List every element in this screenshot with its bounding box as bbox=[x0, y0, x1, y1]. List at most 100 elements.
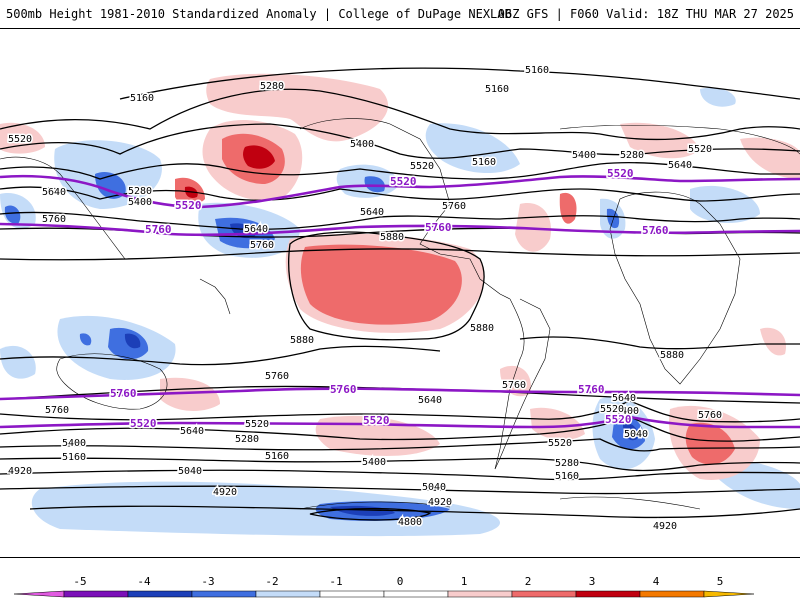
colorbar-low-arrow bbox=[13, 590, 65, 598]
highlight-label: 5760 bbox=[425, 221, 452, 234]
map-title: 500mb Height 1981-2010 Standardized Anom… bbox=[6, 7, 512, 21]
contour-label: 4920 bbox=[653, 521, 677, 532]
highlight-label: 5520 bbox=[605, 413, 632, 426]
highlight-label: 5520 bbox=[390, 175, 417, 188]
highlight-label: 5520 bbox=[607, 167, 634, 180]
highlight-label: 5760 bbox=[642, 224, 669, 237]
contour-label: 5160 bbox=[265, 451, 289, 462]
colorbar-tick-label: 0 bbox=[397, 575, 404, 588]
colorbar-tick-label: 4 bbox=[653, 575, 660, 588]
colorbar-swatches bbox=[13, 590, 755, 598]
contour-label: 5160 bbox=[130, 93, 154, 104]
colorbar-tick-label: 5 bbox=[717, 575, 724, 588]
colorbar-swatch bbox=[511, 590, 577, 598]
highlight-label: 5520 bbox=[130, 417, 157, 430]
contour-label: 5760 bbox=[698, 410, 722, 421]
colorbar-swatch bbox=[639, 590, 705, 598]
contour-label: 5400 bbox=[350, 139, 374, 150]
colorbar-tick-label: -3 bbox=[201, 575, 214, 588]
colorbar-swatch bbox=[575, 590, 641, 598]
contour-label: 5520 bbox=[410, 161, 434, 172]
highlight-labels: 5520 5520 5520 5760 5760 5760 5760 5760 … bbox=[109, 166, 671, 432]
colorbar-graphic: -5 -4 -3 -2 -1 0 1 2 3 4 5 bbox=[13, 575, 755, 598]
contour-label: 5160 bbox=[525, 65, 549, 76]
colorbar-tick-label: 2 bbox=[525, 575, 532, 588]
contour-label: 5880 bbox=[470, 323, 494, 334]
contour-label: 5040 bbox=[178, 466, 202, 477]
highlight-label: 5760 bbox=[330, 383, 357, 396]
contour-label: 5520 bbox=[600, 404, 624, 415]
colorbar-high-arrow bbox=[703, 590, 755, 598]
contour-label: 4920 bbox=[428, 497, 452, 508]
colorbar-swatch bbox=[191, 590, 257, 598]
contour-label: 5640 bbox=[612, 393, 636, 404]
contour-label: 5640 bbox=[668, 160, 692, 171]
highlight-label: 5520 bbox=[175, 199, 202, 212]
contour-label: 5760 bbox=[502, 380, 526, 391]
contour-label: 5880 bbox=[380, 232, 404, 243]
contour-label: 5160 bbox=[62, 452, 86, 463]
colorbar-tick-label: 1 bbox=[461, 575, 468, 588]
contour-label: 5760 bbox=[42, 214, 66, 225]
colorbar-tick-label: 3 bbox=[589, 575, 596, 588]
highlight-label: 5520 bbox=[363, 414, 390, 427]
contour-label: 5640 bbox=[42, 187, 66, 198]
colorbar-swatch bbox=[63, 590, 129, 598]
contour-label: 5520 bbox=[245, 419, 269, 430]
colorbar-swatch bbox=[383, 590, 449, 598]
colorbar-tick-label: -1 bbox=[329, 575, 342, 588]
contour-label: 5640 bbox=[360, 207, 384, 218]
contour-label: 5160 bbox=[555, 471, 579, 482]
highlight-label: 5760 bbox=[578, 383, 605, 396]
height-contours bbox=[0, 67, 800, 521]
contour-label: 5880 bbox=[660, 350, 684, 361]
contour-label: 5400 bbox=[362, 457, 386, 468]
contour-label: 5040 bbox=[624, 429, 648, 440]
contour-label: 4800 bbox=[398, 517, 422, 528]
contour-label: 5760 bbox=[265, 371, 289, 382]
contour-label: 5400 bbox=[615, 406, 639, 417]
map-panel: 5160 5280 5160 5160 5520 5400 5520 5160 … bbox=[0, 28, 800, 558]
contour-label: 5640 bbox=[418, 395, 442, 406]
contour-label: 5880 bbox=[290, 335, 314, 346]
anomaly-map: 5160 5280 5160 5160 5520 5400 5520 5160 … bbox=[0, 64, 800, 537]
highlight-contours bbox=[0, 174, 800, 429]
model-run-info: 06Z GFS | F060 Valid: 18Z THU MAR 27 202… bbox=[497, 7, 794, 21]
contour-label: 5640 bbox=[244, 224, 268, 235]
contour-label: 5160 bbox=[472, 157, 496, 168]
contour-label: 5520 bbox=[8, 134, 32, 145]
contour-label: 5520 bbox=[548, 438, 572, 449]
contour-label: 5280 bbox=[260, 81, 284, 92]
contour-label: 5520 bbox=[688, 144, 712, 155]
contour-label: 5160 bbox=[485, 84, 509, 95]
colorbar-tick-label: -5 bbox=[73, 575, 86, 588]
contour-label: 5280 bbox=[128, 186, 152, 197]
contour-label: 5760 bbox=[45, 405, 69, 416]
header-bar: 500mb Height 1981-2010 Standardized Anom… bbox=[0, 0, 800, 28]
colorbar-ticks: -5 -4 -3 -2 -1 0 1 2 3 4 5 bbox=[73, 575, 723, 588]
highlight-label: 5760 bbox=[145, 223, 172, 236]
colorbar-swatch bbox=[319, 590, 385, 598]
contour-label: 5040 bbox=[422, 482, 446, 493]
negative-anomaly-shading bbox=[0, 87, 800, 537]
contour-label: 5280 bbox=[555, 458, 579, 469]
contour-label: 5280 bbox=[235, 434, 259, 445]
highlight-label: 5760 bbox=[110, 387, 137, 400]
colorbar-tick-label: -2 bbox=[265, 575, 278, 588]
colorbar-swatch bbox=[447, 590, 513, 598]
contour-label: 5400 bbox=[128, 197, 152, 208]
contour-label: 4920 bbox=[213, 487, 237, 498]
contour-label: 5400 bbox=[62, 438, 86, 449]
colorbar-swatch bbox=[255, 590, 321, 598]
colorbar-tick-label: -4 bbox=[137, 575, 151, 588]
contour-label: 5760 bbox=[250, 240, 274, 251]
colorbar: -5 -4 -3 -2 -1 0 1 2 3 4 5 bbox=[0, 560, 800, 600]
contour-label: 5760 bbox=[442, 201, 466, 212]
positive-anomaly-shading bbox=[0, 73, 800, 480]
contour-label: 5640 bbox=[180, 426, 204, 437]
contour-labels: 5160 5280 5160 5160 5520 5400 5520 5160 … bbox=[7, 64, 724, 534]
contour-label: 5280 bbox=[620, 150, 644, 161]
contour-label: 4920 bbox=[8, 466, 32, 477]
colorbar-swatch bbox=[127, 590, 193, 598]
contour-label: 5400 bbox=[572, 150, 596, 161]
